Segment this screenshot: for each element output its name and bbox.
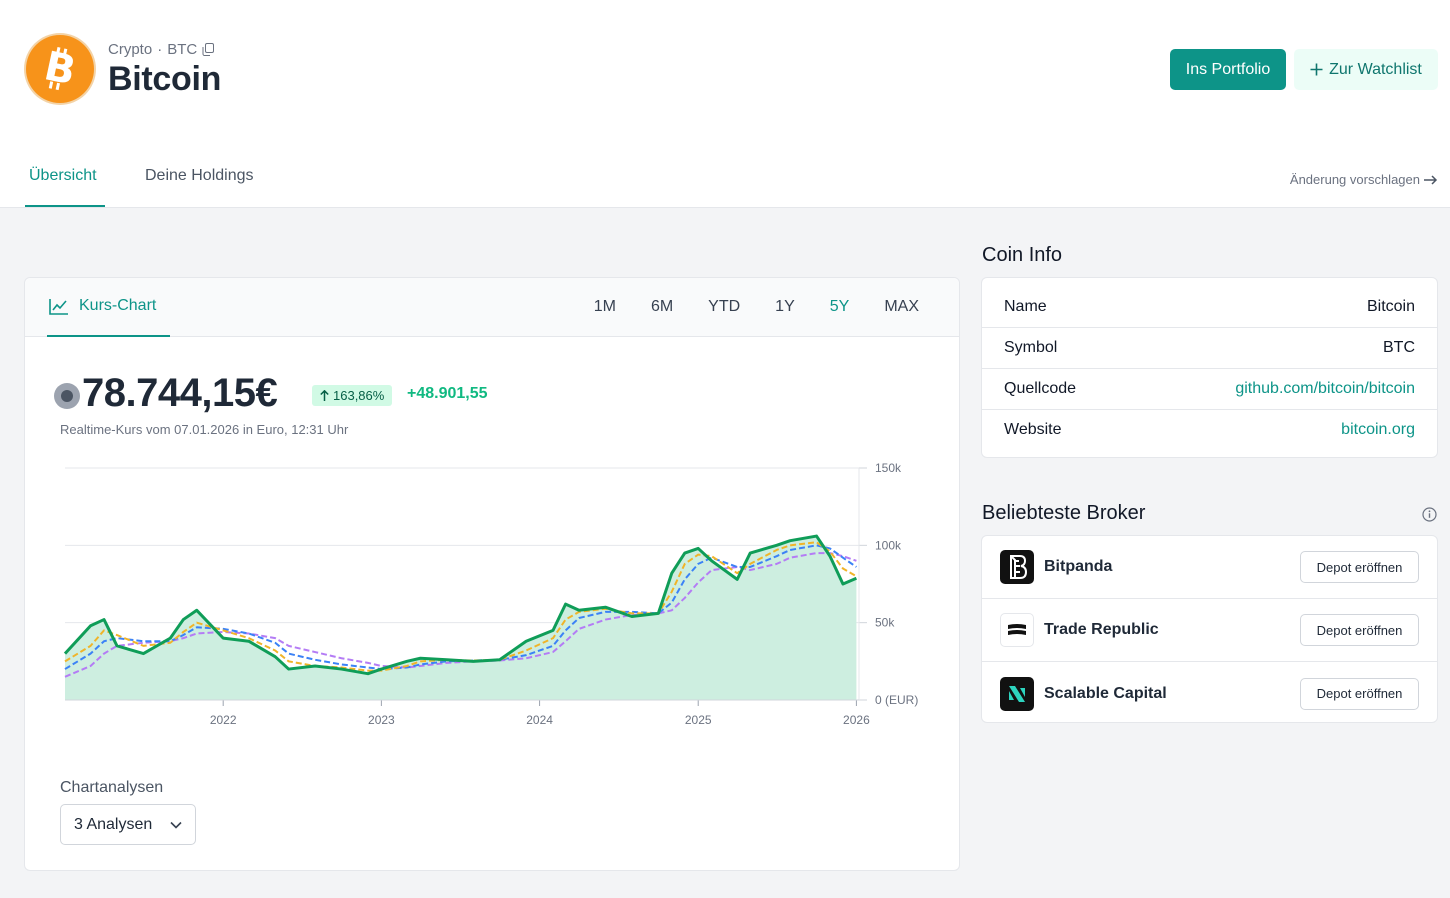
- range-1m[interactable]: 1M: [593, 298, 616, 315]
- broker-name: Trade Republic: [1044, 621, 1159, 638]
- info-value: Bitcoin: [1366, 298, 1415, 315]
- watchlist-button-label: Zur Watchlist: [1329, 60, 1422, 78]
- live-indicator-icon: [54, 383, 80, 409]
- kurs-chart-label: Kurs-Chart: [79, 297, 157, 314]
- price-timestamp: Realtime-Kurs vom 07.01.2026 in Euro, 12…: [60, 422, 349, 437]
- change-percent-badge: 163,86%: [312, 385, 393, 406]
- info-key: Symbol: [1004, 339, 1058, 356]
- x-tick-label: 2022: [210, 713, 237, 727]
- trade-republic-logo-icon: [1000, 613, 1034, 647]
- symbol-label: BTC: [167, 41, 198, 58]
- change-percent: 163,86%: [333, 388, 385, 403]
- change-absolute: +48.901,55: [407, 385, 488, 402]
- info-key: Name: [1004, 298, 1047, 315]
- price-area: [65, 536, 857, 700]
- chart-analyses-value: 3 Analysen: [74, 815, 153, 833]
- arrow-up-icon: [320, 390, 329, 401]
- info-row-source: Quellcode github.com/bitcoin/bitcoin: [982, 369, 1437, 410]
- y-tick-label: 0 (EUR): [875, 693, 918, 707]
- info-key: Quellcode: [1004, 380, 1077, 397]
- broker-row-trade-republic: Trade Republic Depot eröffnen: [982, 599, 1437, 662]
- suggest-change-label: Änderung vorschlagen: [1289, 172, 1420, 187]
- tab-holdings[interactable]: Deine Holdings: [145, 167, 254, 184]
- x-tick-label: 2023: [368, 713, 395, 727]
- active-chart-tab-indicator: [47, 335, 170, 337]
- open-depot-button-bitpanda[interactable]: Depot eröffnen: [1300, 551, 1419, 583]
- coin-info-title: Coin Info: [982, 244, 1063, 266]
- range-max[interactable]: MAX: [884, 298, 919, 315]
- suggest-change-link[interactable]: Änderung vorschlagen: [1290, 172, 1438, 187]
- line-chart-icon: [49, 298, 68, 315]
- arrow-right-icon: [1424, 174, 1438, 185]
- plus-icon: [1310, 63, 1323, 76]
- info-value: BTC: [1383, 339, 1415, 356]
- brokers-card: Bitpanda Depot eröffnen Trade Republic D…: [981, 535, 1438, 723]
- info-key: Website: [1004, 420, 1062, 438]
- info-row-name: Name Bitcoin: [982, 287, 1437, 328]
- chevron-down-icon: [170, 821, 182, 829]
- x-tick-label: 2026: [843, 713, 870, 727]
- chart-panel-header: Kurs-Chart 1M 6M YTD 1Y 5Y MAX: [25, 278, 959, 337]
- bitcoin-logo-icon: B: [26, 35, 94, 103]
- chart-analyses-select[interactable]: 3 Analysen: [60, 804, 196, 845]
- tab-uebersicht[interactable]: Übersicht: [29, 167, 97, 184]
- website-link[interactable]: bitcoin.org: [1341, 420, 1415, 438]
- svg-text:B: B: [40, 43, 79, 94]
- price-chart[interactable]: 150k 100k 50k 0 (EUR) 2022 2023 2024 2025 2026: [25, 448, 959, 738]
- y-tick-label: 150k: [875, 461, 902, 475]
- page-header: B Crypto · BTC Bitcoin Ins Portfolio Zur…: [0, 0, 1450, 208]
- copy-icon[interactable]: [202, 43, 215, 56]
- scalable-capital-logo-icon: [1000, 676, 1034, 711]
- y-tick-label: 50k: [875, 616, 895, 630]
- category-label: Crypto: [108, 41, 153, 58]
- broker-name: Bitpanda: [1044, 558, 1113, 575]
- price-line: [63, 534, 857, 676]
- chart-analyses-label: Chartanalysen: [60, 779, 164, 796]
- open-depot-button-scalable-capital[interactable]: Depot eröffnen: [1300, 677, 1419, 710]
- info-row-website: Website bitcoin.org: [982, 409, 1437, 450]
- portfolio-button[interactable]: Ins Portfolio: [1170, 49, 1286, 90]
- range-6m[interactable]: 6M: [650, 298, 674, 315]
- source-code-link[interactable]: github.com/bitcoin/bitcoin: [1235, 380, 1415, 397]
- y-tick-label: 100k: [875, 538, 902, 552]
- tab-kurs-chart[interactable]: Kurs-Chart: [49, 297, 156, 315]
- separator-dot: ·: [157, 41, 163, 58]
- range-selector: 1M 6M YTD 1Y 5Y MAX: [559, 298, 919, 316]
- info-icon[interactable]: [1422, 507, 1437, 522]
- range-1y[interactable]: 1Y: [775, 298, 795, 315]
- brokers-title: Beliebteste Broker: [982, 502, 1146, 524]
- active-tab-indicator: [25, 205, 105, 207]
- info-row-symbol: Symbol BTC: [982, 328, 1437, 369]
- broker-row-scalable-capital: Scalable Capital Depot eröffnen: [982, 662, 1437, 725]
- breadcrumb: Crypto · BTC: [108, 41, 215, 58]
- page-title: Bitcoin: [108, 60, 222, 98]
- broker-row-bitpanda: Bitpanda Depot eröffnen: [982, 536, 1437, 599]
- range-5y[interactable]: 5Y: [829, 298, 850, 315]
- open-depot-button-trade-republic[interactable]: Depot eröffnen: [1300, 614, 1419, 646]
- coin-info-card: Name Bitcoin Symbol BTC Quellcode github…: [981, 277, 1438, 458]
- current-price: 78.744,15€: [82, 371, 278, 415]
- bitpanda-logo-icon: [1000, 550, 1034, 584]
- chart-panel: Kurs-Chart 1M 6M YTD 1Y 5Y MAX 78.744,15…: [24, 277, 960, 871]
- x-tick-label: 2024: [526, 713, 553, 727]
- broker-name: Scalable Capital: [1044, 684, 1167, 702]
- watchlist-button[interactable]: Zur Watchlist: [1294, 49, 1438, 90]
- range-ytd[interactable]: YTD: [708, 298, 741, 315]
- x-tick-label: 2025: [685, 713, 712, 727]
